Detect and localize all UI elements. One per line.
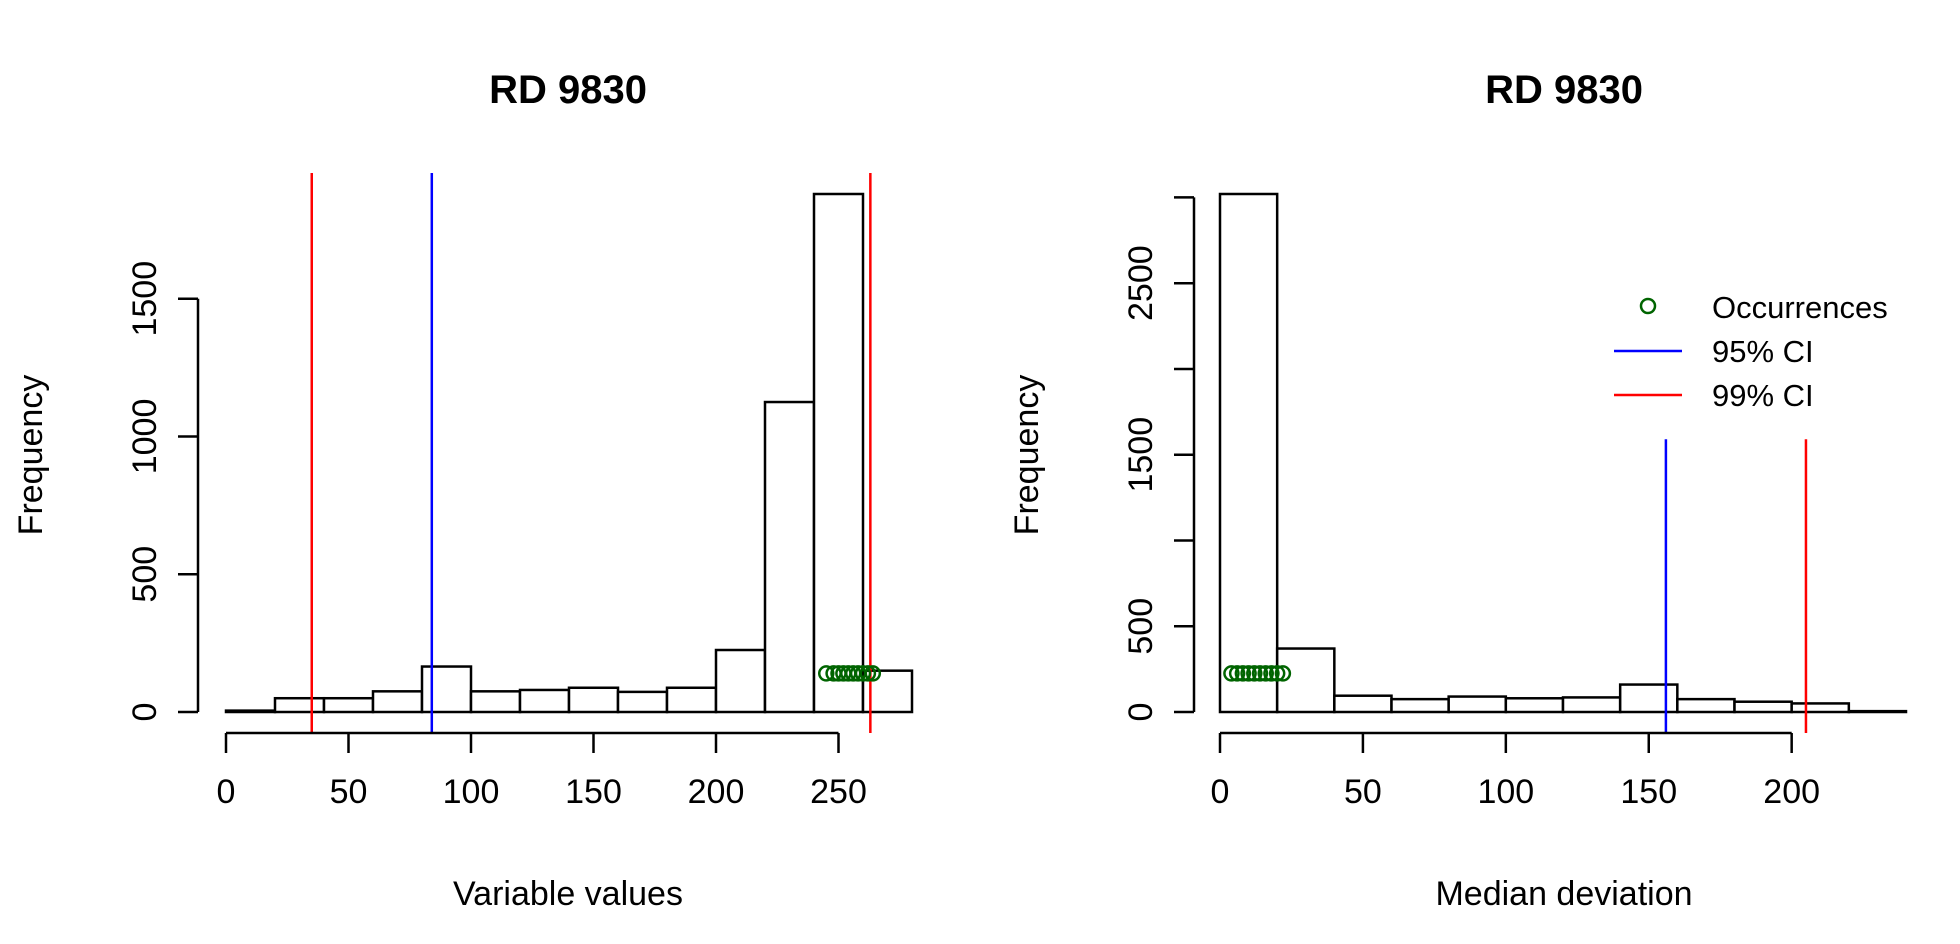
histogram-bar bbox=[616, 690, 669, 714]
histogram-bar bbox=[1733, 700, 1793, 714]
chart-title: RD 9830 bbox=[1485, 68, 1643, 112]
y-axis-label: Frequency bbox=[12, 375, 50, 536]
histogram-bar bbox=[224, 709, 277, 714]
x-tick-label: 150 bbox=[565, 773, 622, 811]
ci-lines bbox=[1664, 439, 1808, 733]
legend: Occurrences 95% CI 99% CI bbox=[1614, 290, 1888, 413]
x-axis: 0 50 100 150 200 bbox=[1211, 731, 1820, 811]
occurrence-point bbox=[1274, 665, 1292, 682]
occurrence-point bbox=[1246, 665, 1263, 682]
legend-label-ci95: 95% CI bbox=[1712, 334, 1814, 369]
histogram-bar bbox=[322, 696, 375, 714]
occurrence-points bbox=[818, 665, 882, 682]
histogram-bar bbox=[1847, 709, 1908, 714]
y-tick-label: 1500 bbox=[1122, 417, 1160, 493]
ci-lines bbox=[310, 173, 872, 733]
legend-occurrence-circle-icon bbox=[1639, 297, 1657, 315]
histogram-bar bbox=[665, 686, 718, 714]
y-axis: 0 500 1000 1500 bbox=[126, 261, 200, 722]
occurrence-point bbox=[1268, 665, 1286, 682]
occurrence-point bbox=[1251, 665, 1269, 682]
y-tick-label: 500 bbox=[1122, 598, 1160, 655]
occurrence-point bbox=[1234, 665, 1252, 682]
x-axis-label: Median deviation bbox=[1435, 875, 1692, 913]
histogram-bar bbox=[1218, 192, 1279, 714]
occurrence-points bbox=[1223, 665, 1292, 682]
x-tick-label: 50 bbox=[330, 773, 368, 811]
histogram-bar bbox=[420, 665, 473, 714]
x-axis: 0 50 100 150 200 250 bbox=[217, 731, 867, 811]
legend-label-ci99: 99% CI bbox=[1712, 378, 1814, 413]
x-tick-label: 250 bbox=[810, 773, 867, 811]
y-tick-label: 2500 bbox=[1122, 245, 1160, 321]
occurrence-point bbox=[854, 665, 872, 682]
occurrence-point bbox=[1240, 665, 1257, 682]
occurrence-point bbox=[864, 665, 882, 682]
y-tick-label: 500 bbox=[126, 546, 164, 603]
y-tick-label: 1000 bbox=[126, 399, 164, 475]
x-tick-label: 50 bbox=[1344, 773, 1382, 811]
y-axis: 0 500 1500 2500 bbox=[1122, 196, 1196, 722]
histogram-bar bbox=[714, 648, 767, 714]
histogram-bars bbox=[1218, 192, 1908, 714]
chart-title: RD 9830 bbox=[489, 68, 647, 112]
y-tick-label: 0 bbox=[126, 703, 164, 722]
x-tick-label: 0 bbox=[217, 773, 236, 811]
y-tick-label: 1500 bbox=[126, 261, 164, 337]
x-tick-label: 100 bbox=[443, 773, 500, 811]
x-axis-label: Variable values bbox=[453, 875, 683, 913]
histogram-bar bbox=[1618, 683, 1679, 714]
histogram-bar bbox=[518, 688, 571, 714]
occurrence-point bbox=[818, 665, 835, 682]
legend-label-occurrences: Occurrences bbox=[1712, 290, 1888, 325]
histogram-bar bbox=[1676, 697, 1736, 714]
y-tick-label: 0 bbox=[1122, 703, 1160, 722]
histogram-bar bbox=[1447, 695, 1508, 714]
occurrence-point bbox=[859, 665, 877, 682]
x-tick-label: 200 bbox=[1763, 773, 1820, 811]
histogram-bar bbox=[273, 696, 326, 714]
histogram-bar bbox=[371, 690, 424, 714]
occurrence-point bbox=[1257, 665, 1274, 682]
x-tick-label: 200 bbox=[688, 773, 745, 811]
histogram-bar bbox=[469, 690, 522, 714]
histogram-panel-left: RD 9830 Variable values Frequency 0 50 100… bbox=[12, 68, 914, 913]
occurrence-point bbox=[1228, 665, 1246, 682]
x-tick-label: 150 bbox=[1620, 773, 1677, 811]
occurrence-point bbox=[1223, 665, 1240, 682]
histogram-panel-right: RD 9830 Median deviation Frequency 0 50 10… bbox=[1008, 68, 1908, 913]
histogram-bar bbox=[1504, 697, 1565, 714]
histogram-bar bbox=[1333, 694, 1393, 714]
histogram-bar bbox=[1561, 696, 1622, 714]
occurrence-point bbox=[1263, 665, 1280, 682]
histogram-bar bbox=[812, 192, 865, 714]
x-tick-label: 100 bbox=[1477, 773, 1534, 811]
y-axis-label: Frequency bbox=[1008, 375, 1046, 536]
histogram-bar bbox=[1390, 697, 1450, 714]
histogram-bars bbox=[224, 192, 914, 714]
histogram-bar bbox=[567, 686, 620, 714]
histogram-bar bbox=[763, 400, 816, 714]
x-tick-label: 0 bbox=[1211, 773, 1230, 811]
histogram-bar bbox=[1790, 702, 1851, 714]
